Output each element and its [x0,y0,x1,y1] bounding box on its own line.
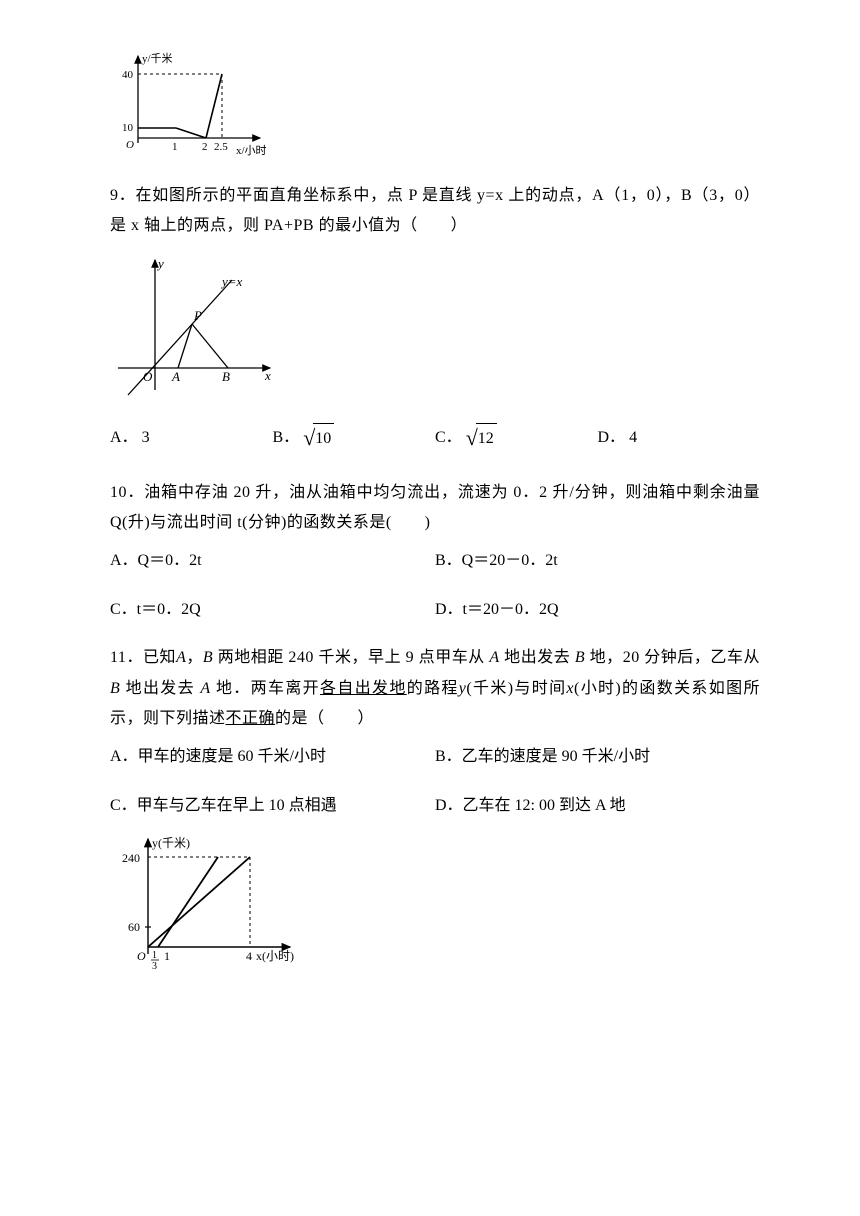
q9-opt-c: C． √12 [435,418,598,460]
q9-opt-b: B． √10 [273,418,436,460]
q11-opt-d: D．乙车在 12: 00 到达 A 地 [435,791,760,821]
q10-row2: C．t＝0．2Q D．t＝20－0．2Q [110,595,760,625]
q11-row2: C．甲车与乙车在早上 10 点相遇 D．乙车在 12: 00 到达 A 地 [110,791,760,821]
ylabel: y [156,256,164,271]
q9-text: 9．在如图所示的平面直角坐标系中，点 P 是直线 y=x 上的动点，A（1，0）… [110,181,760,242]
q9-opt-d: D． 4 [598,418,761,460]
pt-P: P [193,308,202,323]
xtick-1: 1 [172,141,178,153]
svg-text:3: 3 [152,961,157,972]
q11-opt-b: B．乙车的速度是 90 千米/小时 [435,742,760,772]
xlabel: x/小时 [236,144,267,157]
q10-text: 10．油箱中存油 20 升，油从油箱中均匀流出，流速为 0．2 升/分钟，则油箱… [110,478,760,539]
xtick-25: 2.5 [214,141,228,153]
svg-text:O: O [126,139,134,151]
xtick-4: 4 [246,949,252,963]
q10-row1: A．Q＝0．2t B．Q＝20－0．2t [110,546,760,576]
xlabel: x(小时) [256,949,294,963]
q10-opt-c: C．t＝0．2Q [110,595,435,625]
q11-text: 11．已知A，B 两地相距 240 千米，早上 9 点甲车从 A 地出发去 B … [110,643,760,734]
ytick-60: 60 [128,920,140,934]
pt-A: A [171,369,180,384]
q9-options: A． 3 B． √10 C． √12 D． 4 [110,418,760,460]
pt-O: O [143,369,153,384]
xtick-2: 2 [202,141,208,153]
q10-opt-a: A．Q＝0．2t [110,546,435,576]
q11-opt-c: C．甲车与乙车在早上 10 点相遇 [110,791,435,821]
fig-q9: y x y=x P O A B [110,250,760,400]
q11-row1: A．甲车的速度是 60 千米/小时 B．乙车的速度是 90 千米/小时 [110,742,760,772]
ytick-10: 10 [122,122,134,134]
xtick-1: 1 [164,949,170,963]
fig-q11: 240 60 1 3 1 4 O y(千米) x(小时) [110,829,760,974]
svg-text:1: 1 [152,950,157,961]
pt-B: B [222,369,230,384]
xlabel: x [264,368,271,383]
fig-q8: 10 40 1 2 2.5 y/千米 x/小时 O [110,48,760,163]
q10-opt-b: B．Q＝20－0．2t [435,546,760,576]
origin: O [137,949,146,963]
q11-opt-a: A．甲车的速度是 60 千米/小时 [110,742,435,772]
q9-opt-a: A． 3 [110,418,273,460]
ytick-240: 240 [122,851,140,865]
line-label: y=x [220,274,243,289]
ytick-40: 40 [122,69,134,81]
q10-opt-d: D．t＝20－0．2Q [435,595,760,625]
ylabel: y(千米) [152,836,190,850]
ylabel: y/千米 [142,52,173,65]
